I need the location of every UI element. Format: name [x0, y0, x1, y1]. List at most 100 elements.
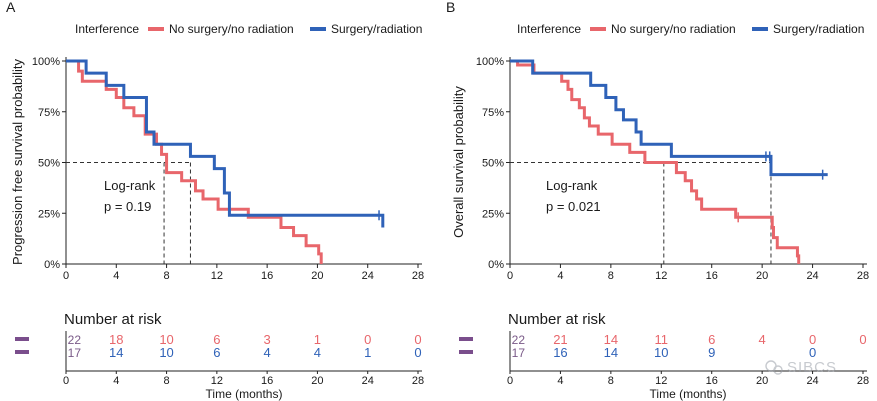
x-tick-label: 4	[113, 270, 119, 282]
y-tick-label: 50%	[482, 158, 504, 170]
risk-x-tick-label: 24	[806, 375, 818, 387]
wechat-icon-bubble	[773, 365, 783, 375]
risk-count: 0	[414, 332, 421, 347]
risk-count: 0	[809, 332, 816, 347]
risk-x-tick-label: 28	[412, 375, 424, 387]
x-tick-label: 12	[655, 270, 667, 282]
x-tick-label: 16	[261, 270, 273, 282]
axes: 0% 25% 50% 75% 100% 0 4 8 12 16 20 24 28	[476, 56, 869, 282]
risk-count: 6	[708, 332, 715, 347]
risk-group-marker	[459, 350, 473, 354]
risk-x-tick-label: 20	[311, 375, 323, 387]
risk-count: 14	[109, 345, 123, 360]
panel-letter: A	[6, 0, 16, 15]
risk-x-tick-label: 4	[113, 375, 119, 387]
risk-x-tick-label: 0	[507, 375, 513, 387]
y-axis-label: Overall survival probability	[451, 86, 466, 238]
risk-x-tick-label: 0	[63, 375, 69, 387]
km-curve-no-surgery	[66, 59, 323, 264]
risk-table-title: Number at risk	[508, 311, 606, 328]
risk-count: 0	[364, 332, 371, 347]
risk-count: 0	[859, 332, 866, 347]
risk-x-tick-label: 20	[756, 375, 768, 387]
risk-x-tick-label: 8	[164, 375, 170, 387]
y-tick-label: 75%	[482, 107, 504, 119]
legend-label-no-surgery: No surgery/no radiation	[169, 22, 294, 36]
x-tick-label: 20	[311, 270, 323, 282]
risk-x-tick-label: 16	[261, 375, 273, 387]
risk-x-tick-label: 8	[608, 375, 614, 387]
risk-count: 1	[314, 332, 321, 347]
legend-title: Interference	[517, 22, 581, 36]
logrank-label: Log-rank	[546, 178, 598, 193]
risk-count: 4	[314, 345, 321, 360]
risk-count: 4	[264, 345, 271, 360]
y-tick-label: 0%	[488, 259, 504, 271]
risk-count: 1	[364, 345, 371, 360]
legend-label-surgery: Surgery/radiation	[331, 22, 422, 36]
km-curve-surgery	[510, 59, 828, 177]
risk-count: 14	[604, 332, 618, 347]
x-tick-label: 24	[806, 270, 818, 282]
x-axis-label: Time (months)	[206, 387, 283, 401]
risk-table: 22 18 10 6 3 1 0 017 14 10 6 4 4 1 00 4 8 12 16 20 24 28	[15, 331, 424, 387]
y-tick-label: 25%	[482, 208, 504, 220]
y-tick-label: 50%	[38, 158, 60, 170]
legend-label-surgery: Surgery/radiation	[773, 22, 864, 36]
panel-b: B Interference No surgery/no radiation S…	[446, 0, 869, 401]
risk-count: 21	[553, 332, 567, 347]
km-curve-surgery	[66, 59, 385, 228]
risk-x-tick-label: 12	[655, 375, 667, 387]
risk-count: 6	[213, 345, 220, 360]
axes: 0% 25% 50% 75% 100% 0 4 8 12 16 20 24 28	[32, 56, 424, 282]
y-axis-label: Progression free survival probability	[10, 59, 25, 265]
risk-x-tick-label: 12	[211, 375, 223, 387]
legend-title: Interference	[75, 22, 139, 36]
risk-count: 14	[604, 345, 618, 360]
risk-x-tick-label: 28	[857, 375, 869, 387]
risk-group-marker	[15, 350, 29, 354]
km-curve-no-surgery	[510, 59, 801, 264]
logrank-label: Log-rank	[104, 178, 156, 193]
risk-group-marker	[15, 337, 29, 341]
risk-x-tick-label: 4	[557, 375, 563, 387]
risk-table-title: Number at risk	[64, 311, 162, 328]
x-axis-label: Time (months)	[650, 387, 727, 401]
risk-count: 0	[414, 345, 421, 360]
panel-a: A Interference No surgery/no radiation S…	[6, 0, 424, 401]
watermark: SIBCS	[765, 359, 836, 376]
risk-count: 4	[759, 332, 766, 347]
risk-count: 16	[553, 345, 567, 360]
logrank-p-value: p = 0.021	[546, 199, 601, 214]
risk-group-total: 22	[68, 333, 82, 347]
risk-x-tick-label: 24	[362, 375, 374, 387]
risk-table: 22 21 14 11 6 4 0 017 16 14 10 9 00 4 8 12 16 20 24 28	[459, 331, 869, 387]
risk-count: 10	[654, 345, 668, 360]
x-tick-label: 28	[412, 270, 424, 282]
y-tick-label: 100%	[476, 56, 504, 68]
risk-group-total: 22	[512, 333, 526, 347]
risk-x-tick-label: 16	[706, 375, 718, 387]
risk-count: 0	[809, 345, 816, 360]
risk-group-total: 17	[68, 346, 82, 360]
risk-count: 6	[213, 332, 220, 347]
risk-group-marker	[459, 337, 473, 341]
curves	[66, 59, 385, 264]
panel-letter: B	[446, 0, 455, 15]
x-tick-label: 0	[507, 270, 513, 282]
risk-group-total: 17	[512, 346, 526, 360]
x-tick-label: 8	[608, 270, 614, 282]
x-tick-label: 16	[706, 270, 718, 282]
legend-label-no-surgery: No surgery/no radiation	[611, 22, 736, 36]
risk-count: 18	[109, 332, 123, 347]
risk-count: 11	[655, 332, 669, 347]
x-tick-label: 24	[362, 270, 374, 282]
logrank-p-value: p = 0.19	[104, 199, 151, 214]
x-tick-label: 20	[756, 270, 768, 282]
y-tick-label: 100%	[32, 56, 60, 68]
x-tick-label: 12	[211, 270, 223, 282]
x-tick-label: 28	[857, 270, 869, 282]
curves	[510, 59, 828, 264]
risk-count: 10	[159, 345, 173, 360]
